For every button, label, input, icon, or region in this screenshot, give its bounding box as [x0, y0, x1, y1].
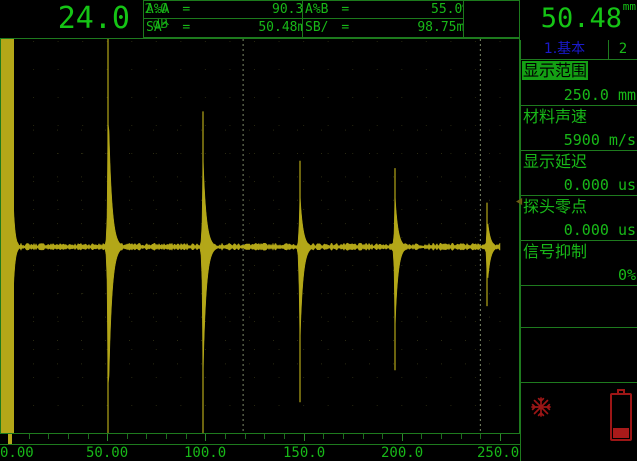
x-axis-line [0, 444, 520, 445]
tab-basic[interactable]: 1.基本 [521, 40, 609, 59]
x-tick-minor [29, 434, 30, 439]
x-tick-minor [166, 434, 167, 439]
depth-readout: 50.48 mm [520, 0, 637, 40]
axis-start-marker [8, 434, 12, 444]
battery-body [610, 393, 632, 441]
meas-value: 90.3% [272, 2, 303, 17]
x-tick-major [304, 434, 305, 441]
x-tick-minor [146, 434, 147, 439]
meas-value: 55.0% [431, 2, 463, 17]
x-tick-major [500, 434, 501, 441]
x-tick-minor [382, 434, 383, 439]
param-label: 信号抑制 [523, 242, 588, 261]
tab-2[interactable]: 2 [618, 41, 628, 57]
x-tick-minor [343, 434, 344, 439]
meas-value: 98.75mm [417, 20, 464, 35]
x-tick-minor [323, 434, 324, 439]
a-scan-waveform-svg [1, 39, 501, 433]
x-axis-ticks [0, 434, 520, 444]
x-tick-minor [363, 434, 364, 439]
x-tick-minor [186, 434, 187, 439]
gain-step-unit: dB [152, 17, 168, 32]
depth-readout-value: 50.48 [540, 3, 622, 34]
meas-label: A%B [305, 2, 329, 17]
param-signal-suppression[interactable]: 信号抑制 0% [521, 241, 637, 286]
meas-label: SA^ [146, 20, 170, 35]
x-tick-minor [88, 434, 89, 439]
x-tick-minor [48, 434, 49, 439]
measurement-amplitude-gate-a[interactable]: A%A = 90.3% [143, 0, 303, 19]
meas-label: SB/ [305, 20, 329, 35]
param-value: 0% [617, 266, 636, 284]
x-tick-label: 0.00 [0, 445, 34, 461]
param-empty-slot-1 [521, 286, 637, 328]
battery-low-icon [610, 389, 632, 441]
param-label: 显示范围 [522, 61, 589, 80]
x-tick-label: 150.0 [283, 445, 326, 461]
param-display-delay[interactable]: 显示延迟 0.000 us [521, 151, 637, 196]
x-axis: 0.00 50.00 100.0 150.0 200.0 250.0 [0, 434, 520, 461]
meas-equals: = [182, 2, 191, 17]
plot-grid [8, 41, 501, 431]
meas-equals: = [341, 2, 350, 17]
param-value: 0.000 us [563, 176, 636, 194]
param-label: 材料声速 [523, 107, 588, 126]
x-tick-major [205, 434, 206, 441]
panel-tab-row: 1.基本 2 [521, 40, 637, 60]
depth-readout-unit: mm [622, 0, 636, 13]
x-tick-label: 250.0 [477, 445, 520, 461]
x-tick-minor [225, 434, 226, 439]
x-tick-minor [421, 434, 422, 439]
x-tick-minor [480, 434, 481, 439]
param-display-range[interactable]: 显示范围 250.0 mm [521, 60, 637, 106]
meas-equals: = [182, 20, 191, 35]
snowflake-icon [531, 397, 551, 417]
param-value: 250.0 mm [563, 86, 636, 104]
x-tick-label: 100.0 [184, 445, 227, 461]
battery-fill [613, 428, 629, 438]
gain-step-indicator[interactable]: 2.0 dB [134, 2, 168, 36]
a-scan-plot[interactable] [0, 38, 520, 434]
meas-equals: = [341, 20, 350, 35]
param-value: 5900 m/s [563, 131, 636, 149]
x-tick-major [107, 434, 108, 441]
measurement-distance-gate-b[interactable]: SB/ = 98.75mm [302, 18, 464, 38]
param-value: 0.000 us [563, 221, 636, 239]
x-tick-major [402, 434, 403, 441]
battery-nub [617, 389, 625, 394]
x-tick-minor [245, 434, 246, 439]
x-axis-labels: 0.00 50.00 100.0 150.0 200.0 250.0 [0, 445, 520, 461]
meas-label: A%A [146, 2, 170, 17]
param-empty-slot-2 [521, 328, 637, 383]
param-material-velocity[interactable]: 材料声速 5900 m/s [521, 106, 637, 151]
x-tick-minor [441, 434, 442, 439]
x-tick-minor [461, 434, 462, 439]
param-probe-zero[interactable]: 探头零点 0.000 us [521, 196, 637, 241]
echo-train-trace [1, 39, 501, 433]
x-tick-label: 200.0 [381, 445, 424, 461]
x-tick-minor [68, 434, 69, 439]
parameter-panel: 1.基本 2 显示范围 250.0 mm 材料声速 5900 m/s 显示延迟 … [520, 40, 637, 461]
measurement-amplitude-gate-b[interactable]: A%B = 55.0% [302, 0, 464, 19]
param-label: 探头零点 [523, 197, 588, 216]
x-tick-label: 50.00 [86, 445, 129, 461]
gate-markers[interactable] [242, 39, 481, 433]
gain-value[interactable]: 24.0 [57, 1, 130, 36]
param-label: 显示延迟 [523, 152, 588, 171]
status-row [521, 383, 637, 461]
x-tick-minor [264, 434, 265, 439]
x-tick-minor [127, 434, 128, 439]
measurement-spare-cell [463, 0, 520, 38]
cursor-caret-icon [516, 198, 523, 205]
x-tick-minor [284, 434, 285, 439]
gain-step-value: 2.0 [144, 2, 168, 17]
